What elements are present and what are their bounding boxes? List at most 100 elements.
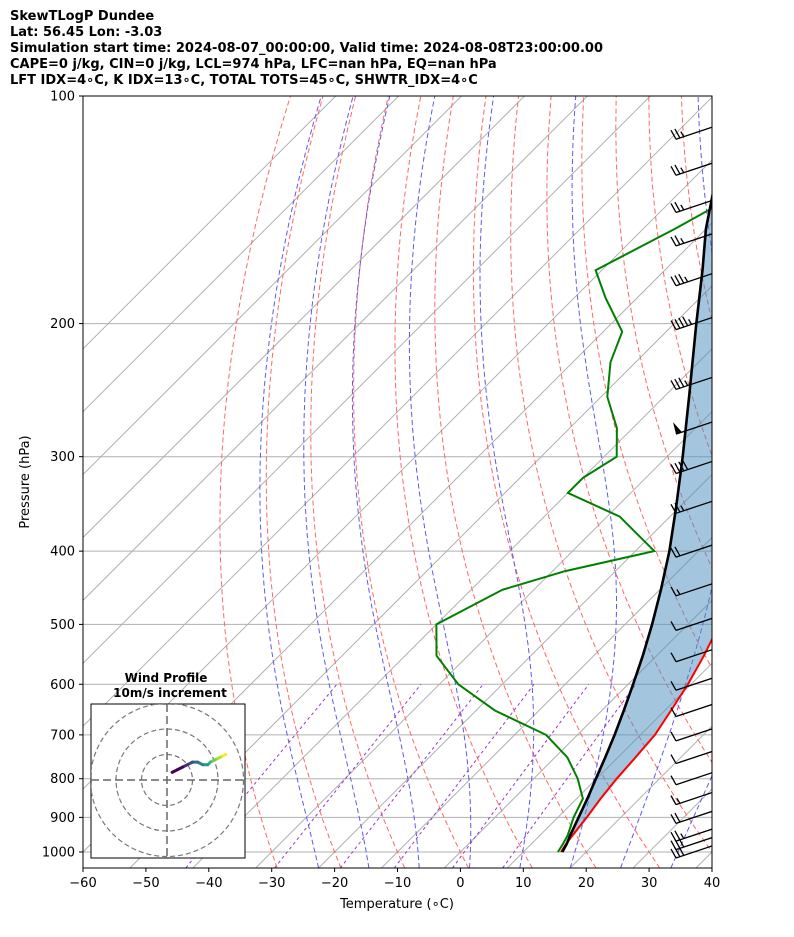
- wind-barb: [670, 544, 712, 558]
- wind-barbs: [670, 126, 712, 859]
- parcel-line: [561, 191, 712, 853]
- wind-barb: [670, 828, 712, 842]
- wind-barb: [670, 316, 712, 331]
- barb-flag: [670, 831, 677, 842]
- dry-adiabat: [648, 96, 712, 458]
- y-axis-label: Pressure (hPa): [18, 435, 33, 528]
- isotherm-line: [255, 410, 712, 868]
- barb-staff: [675, 162, 712, 176]
- wind-barb: [670, 677, 712, 691]
- dry-adiabat: [394, 96, 533, 868]
- y-tick-label: 1000: [42, 845, 75, 860]
- wind-barb: [670, 126, 712, 140]
- barb-staff: [675, 728, 712, 742]
- index-line: LFT IDX=4∘C, K IDX=13∘C, TOTAL TOTS=45∘C…: [10, 73, 478, 88]
- wind-barb: [670, 810, 712, 825]
- mixing-ratio-line: [502, 684, 637, 868]
- barb-flag: [670, 775, 677, 786]
- inset-subtitle: 10m/s increment: [113, 686, 227, 700]
- wind-barb: [670, 199, 712, 214]
- wind-barb: [670, 460, 712, 475]
- barb-flag: [670, 795, 677, 805]
- barb-staff: [675, 199, 712, 214]
- barb-flag: [670, 129, 677, 140]
- barb-flag: [674, 546, 681, 557]
- y-tick-label: 700: [50, 728, 75, 743]
- wind-barb: [670, 500, 712, 514]
- dry-adiabat: [265, 96, 342, 868]
- barb-flag: [670, 586, 677, 597]
- barb-flag: [674, 235, 681, 245]
- y-tick-label: 400: [50, 545, 75, 560]
- isotherm-line: [632, 788, 712, 868]
- moist-adiabat: [569, 96, 617, 868]
- x-tick-label: 20: [578, 876, 595, 891]
- y-tick-label: 900: [50, 811, 75, 826]
- y-tick-label: 500: [50, 618, 75, 633]
- dry-adiabat: [747, 96, 794, 868]
- barb-half-flag: [680, 131, 685, 137]
- x-axis-label: Temperature (∘C): [339, 897, 454, 912]
- x-tick-label: 10: [515, 876, 532, 891]
- barb-flag: [670, 503, 677, 514]
- barb-staff: [675, 649, 712, 663]
- wind-barb: [670, 792, 712, 806]
- x-tick-label: −50: [132, 876, 159, 891]
- barb-flag: [670, 276, 677, 287]
- inset-title: Wind Profile: [125, 671, 208, 685]
- x-tick-label: −40: [195, 876, 222, 891]
- barb-flag: [670, 848, 677, 859]
- barb-half-flag: [688, 319, 693, 325]
- wind-barb: [670, 772, 712, 786]
- barb-staff: [675, 273, 712, 287]
- x-tick-label: −30: [258, 876, 285, 891]
- y-tick-label: 100: [50, 90, 75, 105]
- isotherm-line: [83, 96, 651, 664]
- barb-half-flag: [676, 589, 681, 595]
- barb-staff: [675, 316, 712, 331]
- isotherm-line: [83, 96, 400, 413]
- wind-barb: [670, 750, 712, 765]
- mixing-ratio-line: [452, 684, 590, 868]
- barb-half-flag: [684, 380, 689, 386]
- x-tick-label: −60: [69, 876, 96, 891]
- moist-adiabat: [259, 96, 322, 868]
- barb-half-flag: [676, 797, 681, 804]
- moist-adiabat: [351, 96, 420, 868]
- axes: −60 −50 −40 −30 −20 −10 0 10 20 30 40 1000 900 800 700…: [42, 90, 720, 892]
- isotherm-line: [381, 536, 712, 868]
- dry-adiabat: [219, 96, 291, 868]
- barb-half-flag: [680, 204, 685, 211]
- barb-pennant: [673, 422, 682, 435]
- barb-flag: [670, 731, 677, 742]
- barb-half-flag: [680, 505, 685, 512]
- barb-flag: [674, 502, 681, 513]
- barb-flag: [670, 621, 677, 631]
- isotherm-line: [83, 96, 712, 727]
- barb-flag: [678, 317, 685, 328]
- barb-staff: [675, 677, 712, 691]
- barb-staff: [675, 583, 712, 597]
- dry-adiabat: [714, 96, 794, 868]
- barb-flag: [670, 680, 677, 691]
- isotherm-line: [83, 96, 588, 602]
- wind-barb: [670, 583, 712, 597]
- dry-adiabat: [353, 96, 469, 868]
- cin-shading: [561, 197, 712, 852]
- dry-adiabat: [434, 96, 597, 868]
- barb-flag: [674, 812, 681, 823]
- barb-staff: [675, 617, 712, 632]
- time-line: Simulation start time: 2024-08-07_00:00:…: [10, 41, 603, 56]
- wind-barb: [670, 162, 712, 176]
- barb-staff: [675, 500, 712, 514]
- barb-flag: [678, 461, 685, 472]
- dry-adiabat: [779, 96, 794, 868]
- x-tick-label: 30: [641, 876, 658, 891]
- wind-profile-inset: Wind Profile 10m/s increment: [90, 671, 246, 859]
- wind-barb: [670, 617, 712, 632]
- mixing-ratio-line: [393, 683, 535, 868]
- barb-flag: [670, 320, 677, 330]
- wind-barb: [673, 421, 712, 435]
- barb-flag: [674, 318, 681, 329]
- x-tick-label: −20: [321, 876, 348, 891]
